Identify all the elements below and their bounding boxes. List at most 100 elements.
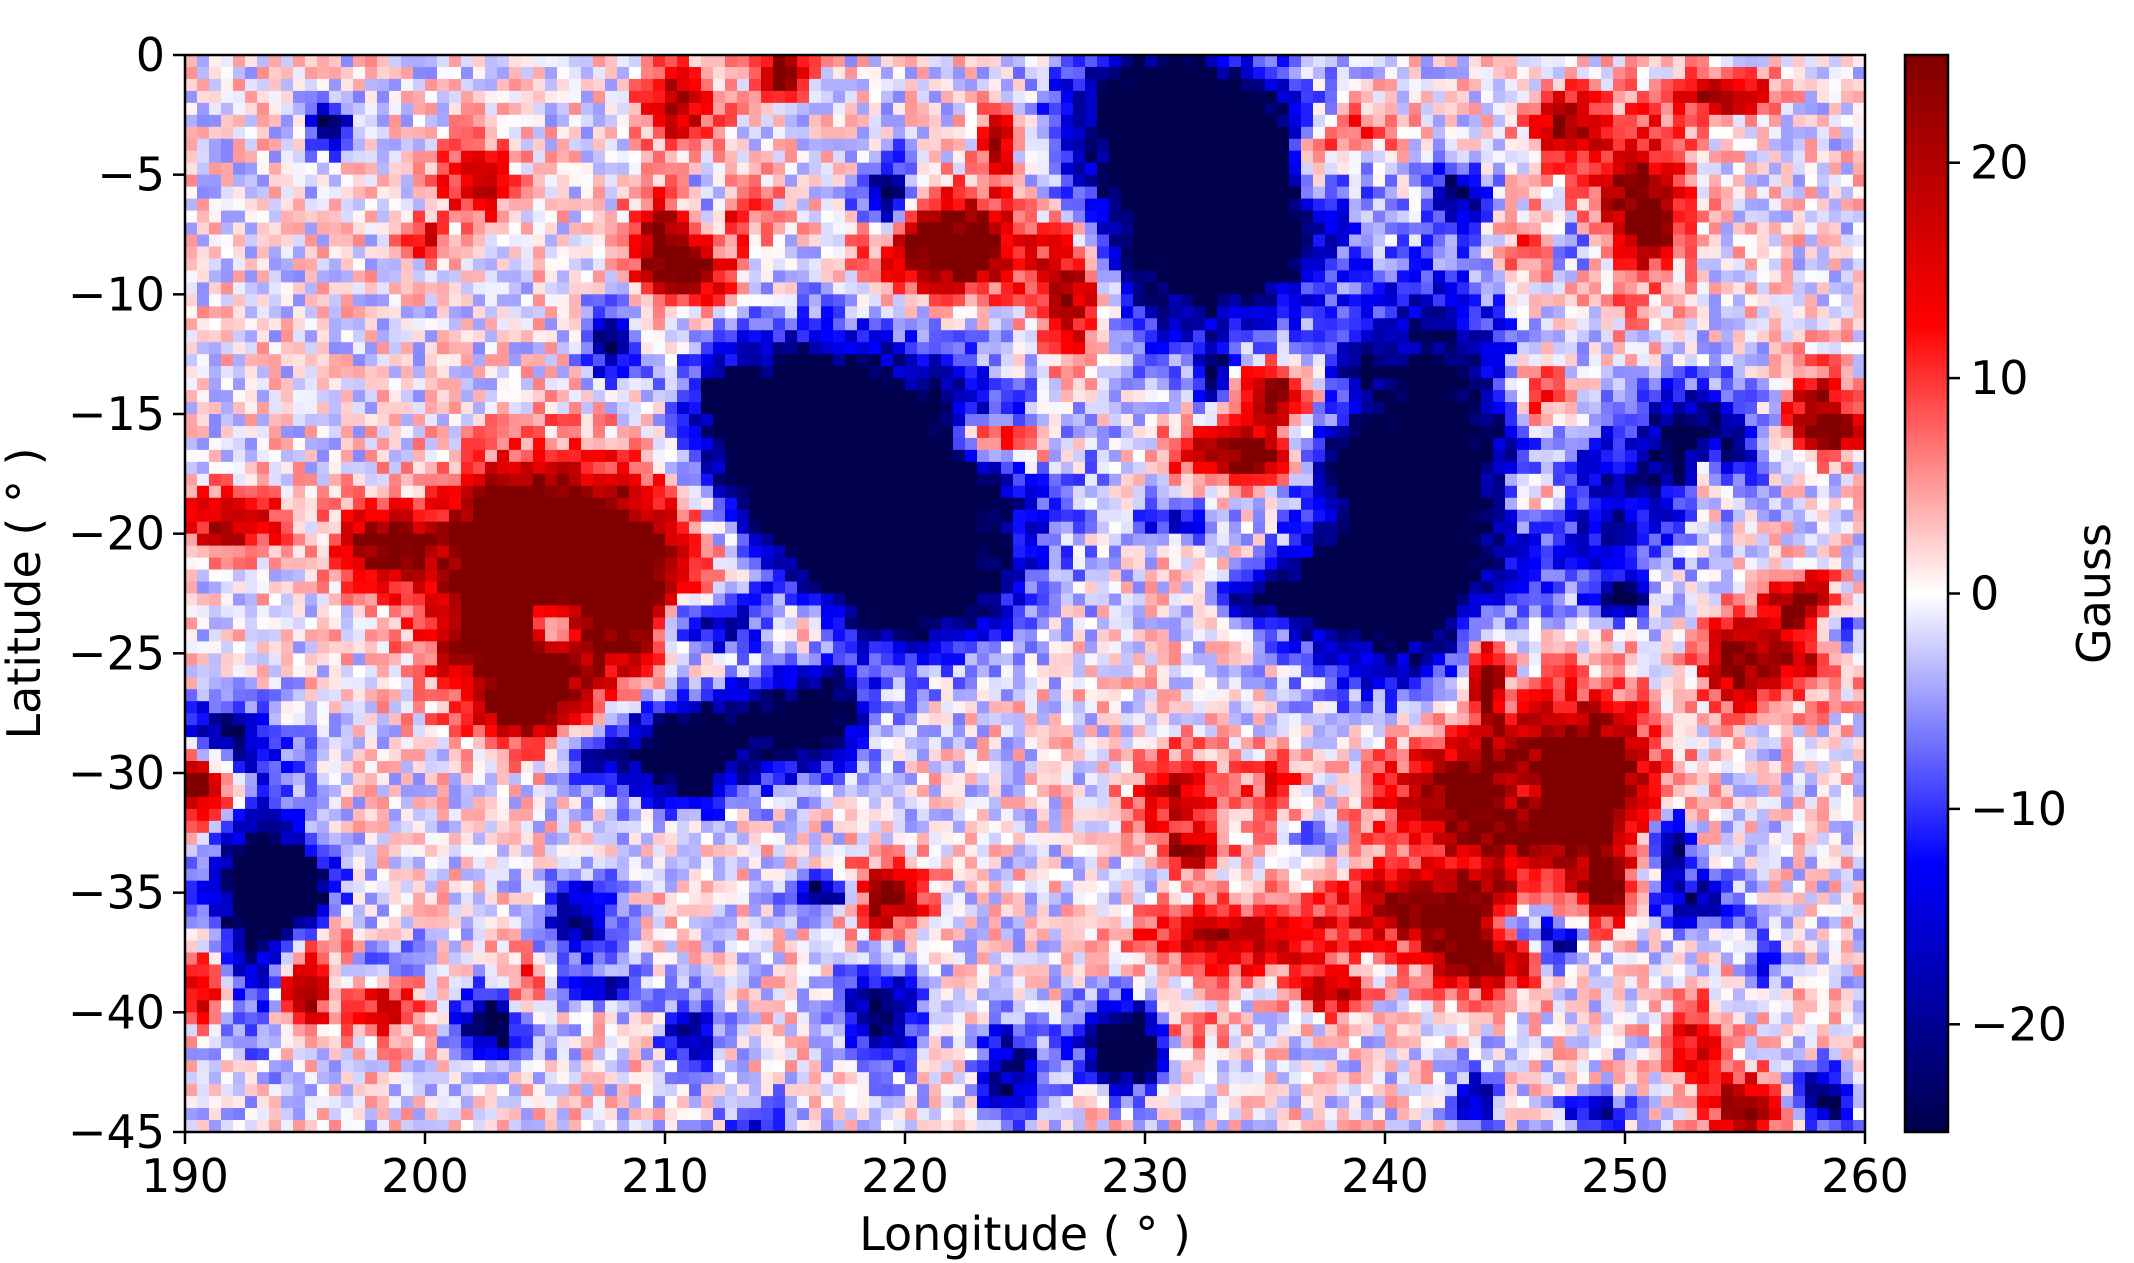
heatmap-cell [1205,66,1218,80]
heatmap-cell [185,318,198,331]
heatmap-cell [269,306,282,319]
heatmap-cell [1529,449,1542,463]
heatmap-cell [1493,449,1506,463]
heatmap-cell [1661,306,1674,319]
heatmap-cell [509,55,522,68]
heatmap-cell [1097,425,1110,439]
heatmap-cell [617,186,630,200]
heatmap-cell [761,449,774,463]
heatmap-cell [245,66,258,80]
heatmap-cell [245,306,258,319]
heatmap-cell [965,186,978,200]
heatmap-cell [1349,90,1362,104]
heatmap-cell [1721,234,1734,248]
heatmap-cell [593,66,606,80]
heatmap-cell [1829,246,1842,260]
heatmap-cell [617,414,630,427]
heatmap-cell [545,234,558,248]
heatmap-cell [1265,78,1278,92]
heatmap-cell [1793,174,1806,188]
heatmap-cell [1841,102,1854,116]
heatmap-cell [797,318,810,331]
heatmap-cell [1085,78,1098,92]
heatmap-cell [1589,114,1602,128]
heatmap-cell [377,425,390,439]
heatmap-cell [497,270,510,283]
heatmap-cell [1193,354,1206,367]
heatmap-cell [473,210,486,224]
heatmap-cell [425,473,438,487]
heatmap-cell [1253,234,1266,248]
heatmap-cell [953,138,966,152]
heatmap-cell [593,437,606,451]
heatmap-cell [1817,449,1830,463]
heatmap-cell [377,102,390,116]
heatmap-cell [1769,114,1782,128]
heatmap-cell [353,294,366,307]
heatmap-cell [593,461,606,475]
heatmap-cell [905,186,918,200]
heatmap-cell [1025,90,1038,104]
heatmap-cell [665,318,678,331]
heatmap-cell [1025,66,1038,80]
heatmap-cell [1541,330,1554,343]
heatmap-cell [977,55,990,68]
heatmap-cell [341,354,354,367]
heatmap-cell [1025,294,1038,307]
heatmap-cell [881,66,894,80]
heatmap-cell [1205,342,1218,355]
heatmap-cell [1133,138,1146,152]
heatmap-cell [1745,330,1758,343]
heatmap-cell [1337,222,1350,236]
heatmap-cell [1625,126,1638,140]
heatmap-cell [305,270,318,283]
heatmap-cell [1625,246,1638,260]
heatmap-cell [413,425,426,439]
heatmap-cell [497,461,510,475]
heatmap-cell [1529,414,1542,427]
heatmap-cell [581,210,594,224]
heatmap-cell [1385,402,1398,415]
heatmap-cell [293,294,306,307]
heatmap-cell [1337,186,1350,200]
heatmap-cell [293,378,306,391]
heatmap-cell [317,150,330,164]
heatmap-cell [1025,342,1038,355]
heatmap-cell [269,270,282,283]
heatmap-cell [425,282,438,295]
heatmap-cell [461,210,474,224]
heatmap-cell [881,437,894,451]
heatmap-cell [1217,150,1230,164]
heatmap-cell [281,366,294,379]
heatmap-cell [1349,150,1362,164]
heatmap-cell [1733,246,1746,260]
heatmap-cell [1097,390,1110,403]
heatmap-cell [1217,449,1230,463]
heatmap-cell [797,78,810,92]
heatmap-cell [1025,126,1038,140]
heatmap-cell [893,174,906,188]
heatmap-cell [1073,66,1086,80]
heatmap-cell [605,461,618,475]
heatmap-cell [641,198,654,212]
heatmap-cell [1061,246,1074,260]
heatmap-cell [1517,461,1530,475]
heatmap-cell [1373,414,1386,427]
heatmap-cell [1649,138,1662,152]
heatmap-cell [1373,402,1386,415]
heatmap-cell [653,330,666,343]
heatmap-cell [845,473,858,487]
heatmap-cell [1589,425,1602,439]
heatmap-cell [1025,378,1038,391]
heatmap-cell [1181,390,1194,403]
heatmap-cell [1421,390,1434,403]
heatmap-cell [1361,449,1374,463]
heatmap-cell [1049,234,1062,248]
heatmap-cell [1397,342,1410,355]
heatmap-cell [761,114,774,128]
heatmap-cell [1193,258,1206,271]
heatmap-cell [497,222,510,236]
heatmap-cell [1493,437,1506,451]
heatmap-cell [749,78,762,92]
heatmap-cell [1385,449,1398,463]
